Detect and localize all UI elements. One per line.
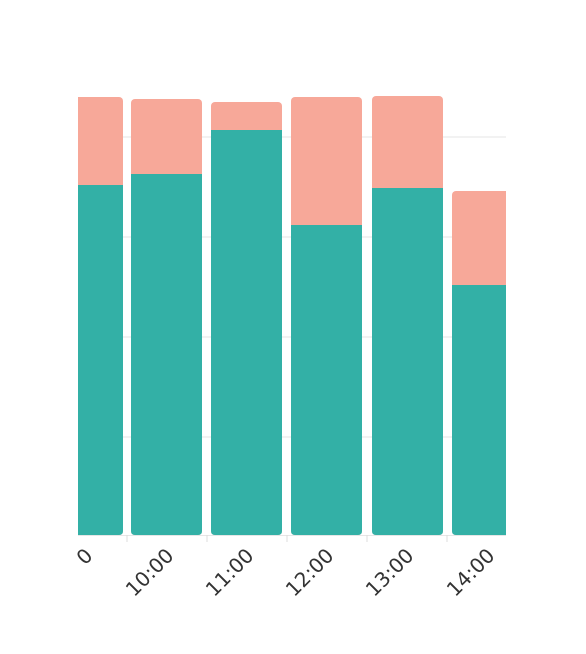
x-tick-label: 10:00 bbox=[121, 543, 179, 601]
bar-segment-lower bbox=[78, 185, 123, 535]
x-tick-label: 13:00 bbox=[361, 543, 419, 601]
bars bbox=[78, 96, 506, 535]
bar-segment-lower bbox=[372, 188, 443, 535]
x-axis: 0 10:00 11:00 12:00 13:00 14:00 bbox=[71, 535, 506, 601]
bar-segment-lower bbox=[291, 225, 362, 535]
bar-segment-lower bbox=[131, 174, 202, 535]
bar-segment-lower bbox=[211, 130, 282, 535]
x-tick-label: 14:00 bbox=[442, 543, 500, 601]
bar-segment-lower bbox=[452, 285, 506, 535]
x-tick-label: 0 bbox=[71, 543, 97, 569]
x-tick-label: 12:00 bbox=[281, 543, 339, 601]
x-tick-label: 11:00 bbox=[201, 543, 259, 601]
